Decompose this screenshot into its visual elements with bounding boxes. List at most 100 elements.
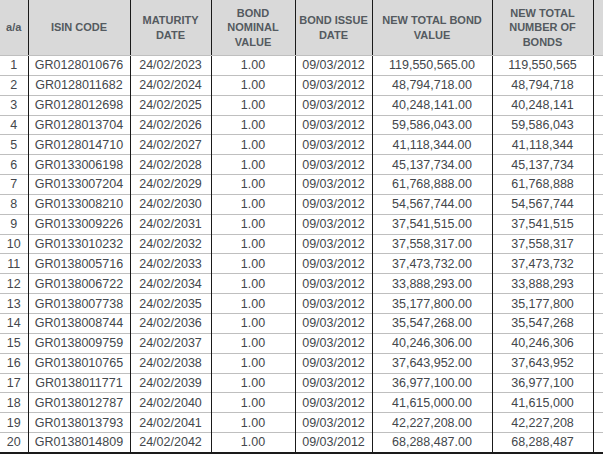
table-row: 6GR013300619824/02/20281.0009/03/201245,… xyxy=(0,155,603,175)
cell-aa: 9 xyxy=(0,214,28,234)
partial-cell xyxy=(593,313,603,333)
cell-total_number: 59,586,043 xyxy=(492,115,593,135)
partial-cell xyxy=(593,274,603,294)
cell-aa: 4 xyxy=(0,115,28,135)
cell-isin: GR0138011771 xyxy=(28,373,130,393)
cell-maturity: 24/02/2032 xyxy=(130,234,211,254)
cell-issue: 09/03/2012 xyxy=(295,155,372,175)
cell-nominal: 1.00 xyxy=(211,373,295,393)
partial-cell xyxy=(593,373,603,393)
cell-total_number: 33,888,293 xyxy=(492,274,593,294)
cell-isin: GR0128014710 xyxy=(28,135,130,155)
cell-maturity: 24/02/2026 xyxy=(130,115,211,135)
cell-total_value: 35,177,800.00 xyxy=(372,294,492,314)
partial-cell xyxy=(593,95,603,115)
column-header-issue: BOND ISSUE DATE xyxy=(295,0,372,56)
partial-cell xyxy=(593,115,603,135)
cell-isin: GR0133009226 xyxy=(28,214,130,234)
cell-aa: 1 xyxy=(0,56,28,76)
cell-isin: GR0138013793 xyxy=(28,413,130,433)
table-row: 2GR012801168224/02/20241.0009/03/201248,… xyxy=(0,75,603,95)
cell-nominal: 1.00 xyxy=(211,254,295,274)
table-row: 1GR012801067624/02/20231.0009/03/2012119… xyxy=(0,56,603,76)
cell-nominal: 1.00 xyxy=(211,393,295,413)
cell-aa: 12 xyxy=(0,274,28,294)
table-row: 14GR013800874424/02/20361.0009/03/201235… xyxy=(0,313,603,333)
cell-nominal: 1.00 xyxy=(211,313,295,333)
table-row: 19GR013801379324/02/20411.0009/03/201242… xyxy=(0,413,603,433)
partial-cell xyxy=(593,393,603,413)
cell-nominal: 1.00 xyxy=(211,413,295,433)
cell-nominal: 1.00 xyxy=(211,135,295,155)
cell-total_number: 37,643,952 xyxy=(492,353,593,373)
table-row: 7GR013300720424/02/20291.0009/03/201261,… xyxy=(0,175,603,195)
cell-issue: 09/03/2012 xyxy=(295,333,372,353)
partial-cell xyxy=(593,413,603,433)
cell-nominal: 1.00 xyxy=(211,175,295,195)
table-row: 15GR013800975924/02/20371.0009/03/201240… xyxy=(0,333,603,353)
partial-cell xyxy=(593,254,603,274)
bond-table-page: a/aISIN CODEMATURITY DATEBOND NOMINAL VA… xyxy=(0,0,603,455)
cell-maturity: 24/02/2025 xyxy=(130,95,211,115)
cell-nominal: 1.00 xyxy=(211,115,295,135)
partial-cell xyxy=(593,175,603,195)
cell-total_value: 45,137,734.00 xyxy=(372,155,492,175)
cell-aa: 3 xyxy=(0,95,28,115)
cell-aa: 7 xyxy=(0,175,28,195)
table-row: 5GR012801471024/02/20271.0009/03/201241,… xyxy=(0,135,603,155)
cell-total_number: 37,541,515 xyxy=(492,214,593,234)
cell-isin: GR0138009759 xyxy=(28,333,130,353)
cell-isin: GR0138008744 xyxy=(28,313,130,333)
cell-isin: GR0138014809 xyxy=(28,433,130,453)
cell-maturity: 24/02/2033 xyxy=(130,254,211,274)
cell-isin: GR0138012787 xyxy=(28,393,130,413)
partial-cell xyxy=(593,294,603,314)
cell-issue: 09/03/2012 xyxy=(295,75,372,95)
cell-issue: 09/03/2012 xyxy=(295,135,372,155)
partial-cell xyxy=(593,75,603,95)
column-header-maturity: MATURITY DATE xyxy=(130,0,211,56)
cell-issue: 09/03/2012 xyxy=(295,433,372,453)
cell-aa: 11 xyxy=(0,254,28,274)
cell-isin: GR0138007738 xyxy=(28,294,130,314)
partial-cell xyxy=(593,353,603,373)
cell-total_number: 36,977,100 xyxy=(492,373,593,393)
column-header-nominal: BOND NOMINAL VALUE xyxy=(211,0,295,56)
cell-nominal: 1.00 xyxy=(211,194,295,214)
cell-total_value: 119,550,565.00 xyxy=(372,56,492,76)
partial-cell xyxy=(593,333,603,353)
partial-cell xyxy=(593,433,603,453)
cell-total_value: 40,248,141.00 xyxy=(372,95,492,115)
cell-total_value: 35,547,268.00 xyxy=(372,313,492,333)
column-header-isin: ISIN CODE xyxy=(28,0,130,56)
cell-isin: GR0138010765 xyxy=(28,353,130,373)
cell-total_number: 35,177,800 xyxy=(492,294,593,314)
table-row: 16GR013801076524/02/20381.0009/03/201237… xyxy=(0,353,603,373)
cell-nominal: 1.00 xyxy=(211,214,295,234)
bond-table: a/aISIN CODEMATURITY DATEBOND NOMINAL VA… xyxy=(0,0,603,454)
cell-total_number: 54,567,744 xyxy=(492,194,593,214)
cell-issue: 09/03/2012 xyxy=(295,353,372,373)
cell-nominal: 1.00 xyxy=(211,274,295,294)
cell-total_number: 41,118,344 xyxy=(492,135,593,155)
cell-issue: 09/03/2012 xyxy=(295,95,372,115)
cell-aa: 18 xyxy=(0,393,28,413)
cell-aa: 20 xyxy=(0,433,28,453)
cell-aa: 13 xyxy=(0,294,28,314)
cell-issue: 09/03/2012 xyxy=(295,175,372,195)
cell-total_value: 37,473,732.00 xyxy=(372,254,492,274)
table-row: 10GR013301023224/02/20321.0009/03/201237… xyxy=(0,234,603,254)
cell-total_number: 35,547,268 xyxy=(492,313,593,333)
cell-total_value: 36,977,100.00 xyxy=(372,373,492,393)
cell-total_value: 61,768,888.00 xyxy=(372,175,492,195)
cell-total_value: 40,246,306.00 xyxy=(372,333,492,353)
table-row: 11GR013800571624/02/20331.0009/03/201237… xyxy=(0,254,603,274)
partial-cell xyxy=(593,155,603,175)
cell-issue: 09/03/2012 xyxy=(295,115,372,135)
table-row: 9GR013300922624/02/20311.0009/03/201237,… xyxy=(0,214,603,234)
cell-nominal: 1.00 xyxy=(211,433,295,453)
cell-total_number: 40,246,306 xyxy=(492,333,593,353)
cell-isin: GR0138006722 xyxy=(28,274,130,294)
partial-cell xyxy=(593,194,603,214)
cell-total_value: 37,558,317.00 xyxy=(372,234,492,254)
